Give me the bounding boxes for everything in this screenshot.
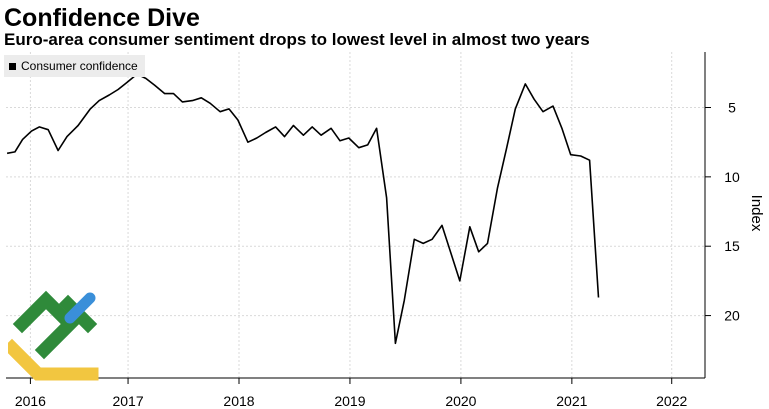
legend-swatch-consumer-confidence xyxy=(9,62,16,70)
y-tick-label: 5 xyxy=(728,99,736,115)
x-tick-label: 2020 xyxy=(445,393,476,409)
chart-subtitle: Euro-area consumer sentiment drops to lo… xyxy=(4,30,590,49)
y-axis-label: Index xyxy=(748,195,765,232)
x-tick-label: 2018 xyxy=(223,393,254,409)
y-tick-label: 15 xyxy=(724,238,740,254)
series-line-consumer-confidence xyxy=(6,73,600,345)
chart-title: Confidence Dive xyxy=(4,4,200,32)
x-tick-label: 2017 xyxy=(112,393,143,409)
x-tick-label: 2021 xyxy=(556,393,587,409)
legend-label-consumer-confidence: Consumer confidence xyxy=(21,59,138,73)
chart-legend: Consumer confidence xyxy=(4,55,145,77)
x-tick-label: 2019 xyxy=(334,393,365,409)
brand-logo-icon xyxy=(8,290,99,381)
x-tick-label: 2022 xyxy=(656,393,687,409)
y-tick-label: 20 xyxy=(724,308,740,324)
y-tick-label: 10 xyxy=(724,169,740,185)
x-tick-label: 2016 xyxy=(15,393,46,409)
